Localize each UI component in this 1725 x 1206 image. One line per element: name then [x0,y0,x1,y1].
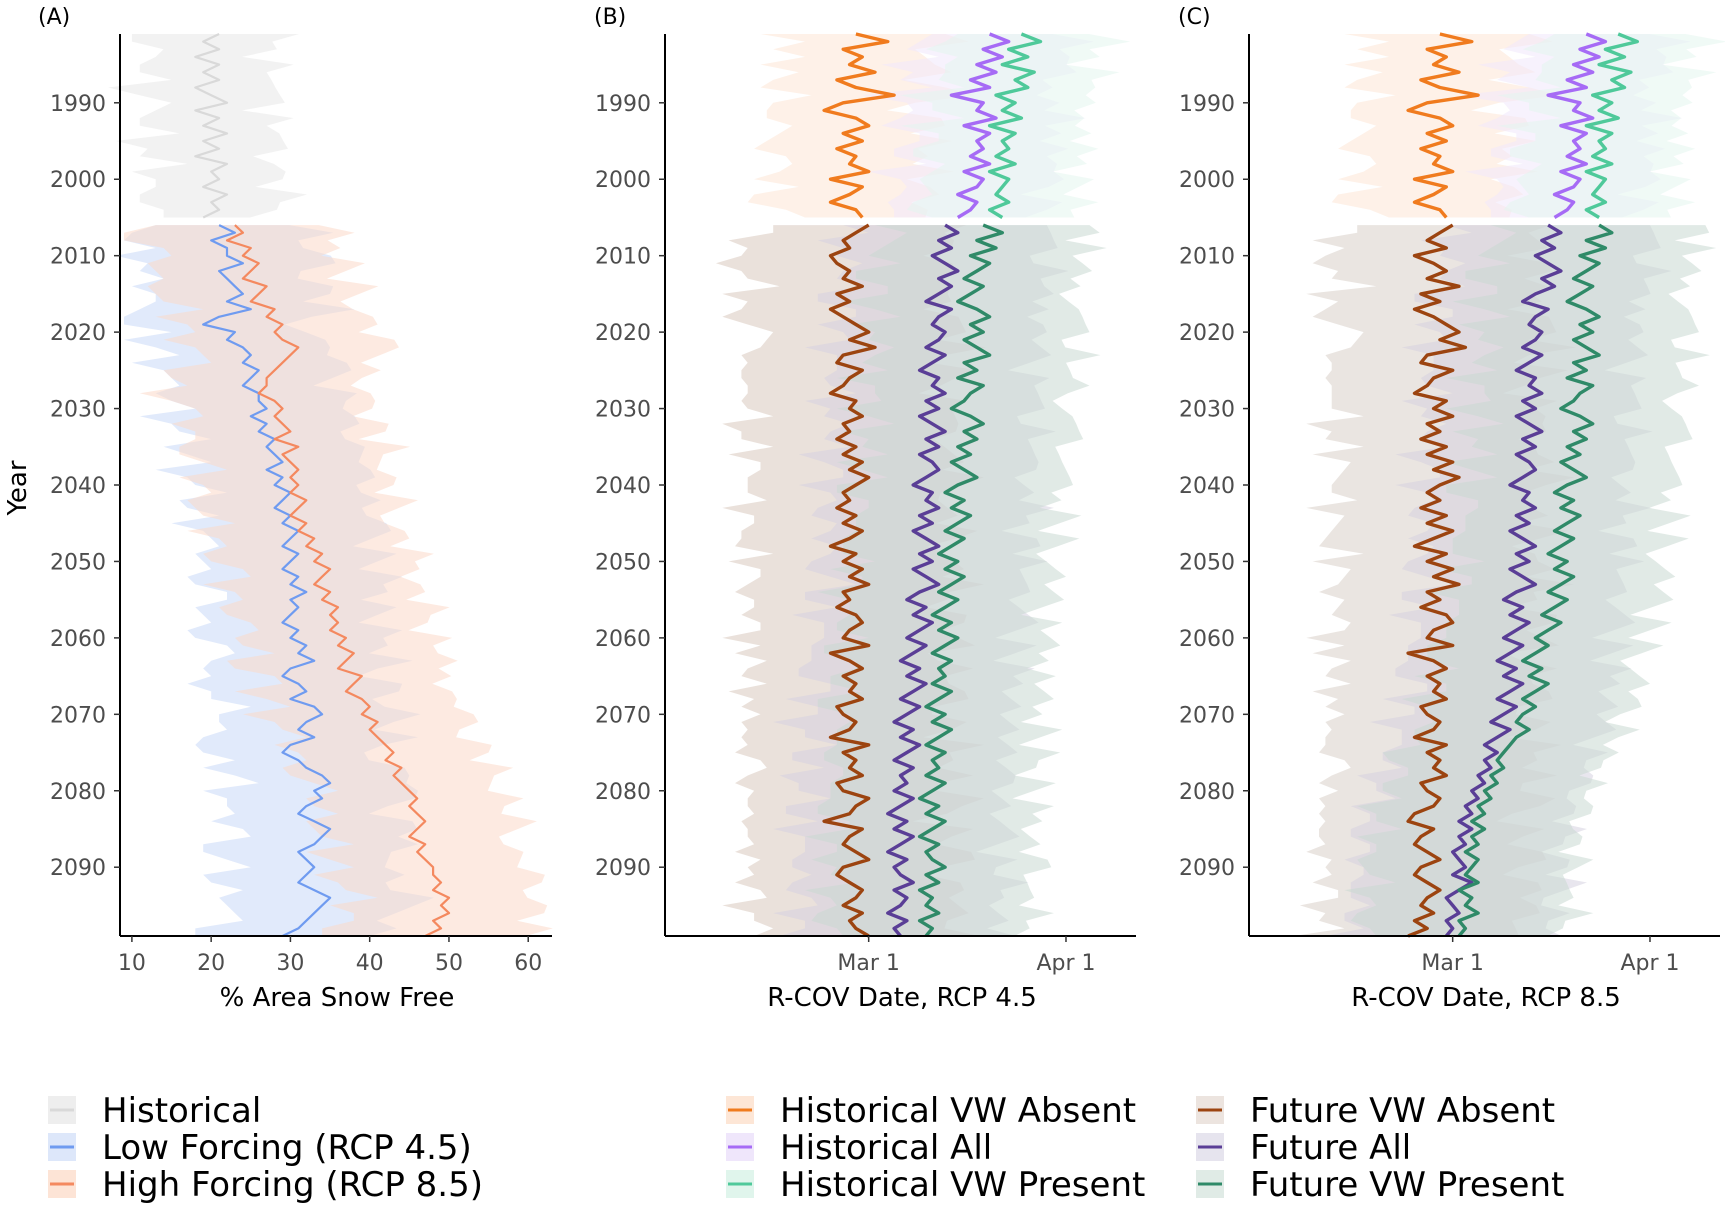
panel-a-y-tick-label: 2030 [50,398,106,423]
panel-c-y-tick-label: 2000 [1179,168,1235,193]
panel-c-line-fall [1444,223,1563,938]
panel-b-y-tick-label: 2020 [595,321,651,346]
panel-b-line-fvp [917,223,1004,938]
legend-label: High Forcing (RCP 8.5) [102,1165,483,1205]
panel-b-x-tick-label: Mar 1 [837,951,900,976]
panel-c-line-hva [1406,32,1480,219]
panel-a-line-rcp85 [225,224,451,937]
panel-c-y-tick-label: 2040 [1179,474,1235,499]
legend-label: Historical VW Absent [780,1091,1136,1131]
panel-c-line-hvp [1584,32,1640,219]
panel-b-label: (B) [594,5,626,30]
panel-c: 1990 2000 2010 2020 2030 2040 2050 2060 2070 2080… [1179,32,1725,976]
panel-b-y-tick-label: 2060 [595,627,651,652]
panel-a-y-tick-label: 2000 [50,168,106,193]
panel-a-y-tick-label: 2060 [50,627,106,652]
panel-b-y-tick-label: 2040 [595,474,651,499]
panel-a-y-tick-label: 2020 [50,321,106,346]
panel-a-y-tick-label: 1990 [50,92,106,117]
panel-b-x-tick-label: Apr 1 [1036,951,1095,976]
panel-b-line-fva [822,223,877,938]
panel-a-y-tick-label: 2050 [50,550,106,575]
panel-b-y-tick-label: 2070 [595,703,651,728]
panel-a-x-tick-label: 30 [276,951,304,976]
legend-label: Future VW Absent [1250,1091,1555,1131]
panel-b-line-hva [822,32,896,219]
panel-b-line-fall [886,223,960,938]
panel-b-line-hall [949,32,1011,219]
panel-a-x-tick-label: 40 [356,951,384,976]
legend-label: Future All [1250,1128,1411,1168]
panel-c-y-tick-label: 2020 [1179,321,1235,346]
panel-b-y-tick-label: 2000 [595,168,651,193]
panel-c-band-hvp [1497,34,1725,218]
panel-c-line-fva [1406,223,1468,938]
panel-b-y-tick-label: 2050 [595,550,651,575]
panel-c-y-tick-label: 2060 [1179,627,1235,652]
y-axis-label: Year [3,460,33,516]
panel-b-y-tick-label: 2030 [595,398,651,423]
panel-c-y-tick-label: 2070 [1179,703,1235,728]
panel-a-x-tick-label: 60 [514,951,542,976]
panel-c-y-tick-label: 2030 [1179,398,1235,423]
panel-c-x-tick-label: Mar 1 [1421,951,1484,976]
panel-a-x-axis-label: % Area Snow Free [220,983,455,1013]
panel-b-line-hvp [987,32,1043,219]
panel-c-label: (C) [1178,5,1211,30]
panel-a: 1990200020102020203020402050206020702080… [50,33,553,976]
panel-c-y-tick-label: 2010 [1179,245,1235,270]
panel-b-x-axis-label: R-COV Date, RCP 4.5 [767,983,1037,1013]
panel-b-y-tick-label: 1990 [595,92,651,117]
panel-b: 1990 2000 2010 2020 2030 2040 2050 2060 2070 2080… [595,32,1136,976]
legend-label: Low Forcing (RCP 4.5) [102,1128,472,1168]
panel-c-y-tick-label: 1990 [1179,92,1235,117]
panel-a-line-rcp45 [202,224,332,937]
legend-label: Historical [102,1091,261,1131]
panel-c-line-fvp [1457,223,1614,938]
panel-a-x-tick-label: 10 [118,951,146,976]
panel-a-band-hist [108,34,308,218]
panel-a-x-tick-label: 20 [197,951,225,976]
panel-b-y-tick-label: 2090 [595,856,651,881]
panel-c-x-axis-label: R-COV Date, RCP 8.5 [1351,983,1621,1013]
panel-c-y-tick-label: 2080 [1179,780,1235,805]
panel-b-y-tick-label: 2080 [595,780,651,805]
panel-a-y-tick-label: 2010 [50,245,106,270]
panel-c-x-tick-label: Apr 1 [1620,951,1679,976]
panel-a-y-tick-label: 2090 [50,856,106,881]
panel-a-line-hist [194,33,229,219]
panel-c-y-tick-label: 2050 [1179,550,1235,575]
panel-a-y-tick-label: 2080 [50,780,106,805]
panel-b-y-tick-label: 2010 [595,245,651,270]
panel-c-line-hall [1546,32,1608,219]
panel-a-x-tick-label: 50 [435,951,463,976]
legend-label: Historical VW Present [780,1165,1145,1205]
panel-a-y-tick-label: 2040 [50,474,106,499]
panel-c-y-tick-label: 2090 [1179,856,1235,881]
panel-a-y-tick-label: 2070 [50,703,106,728]
panel-a-label: (A) [38,5,70,30]
legend-label: Historical All [780,1128,992,1168]
legend-label: Future VW Present [1250,1165,1564,1205]
panel-a-band-rcp85 [124,225,553,937]
panel-b-band-hvp [900,34,1131,218]
